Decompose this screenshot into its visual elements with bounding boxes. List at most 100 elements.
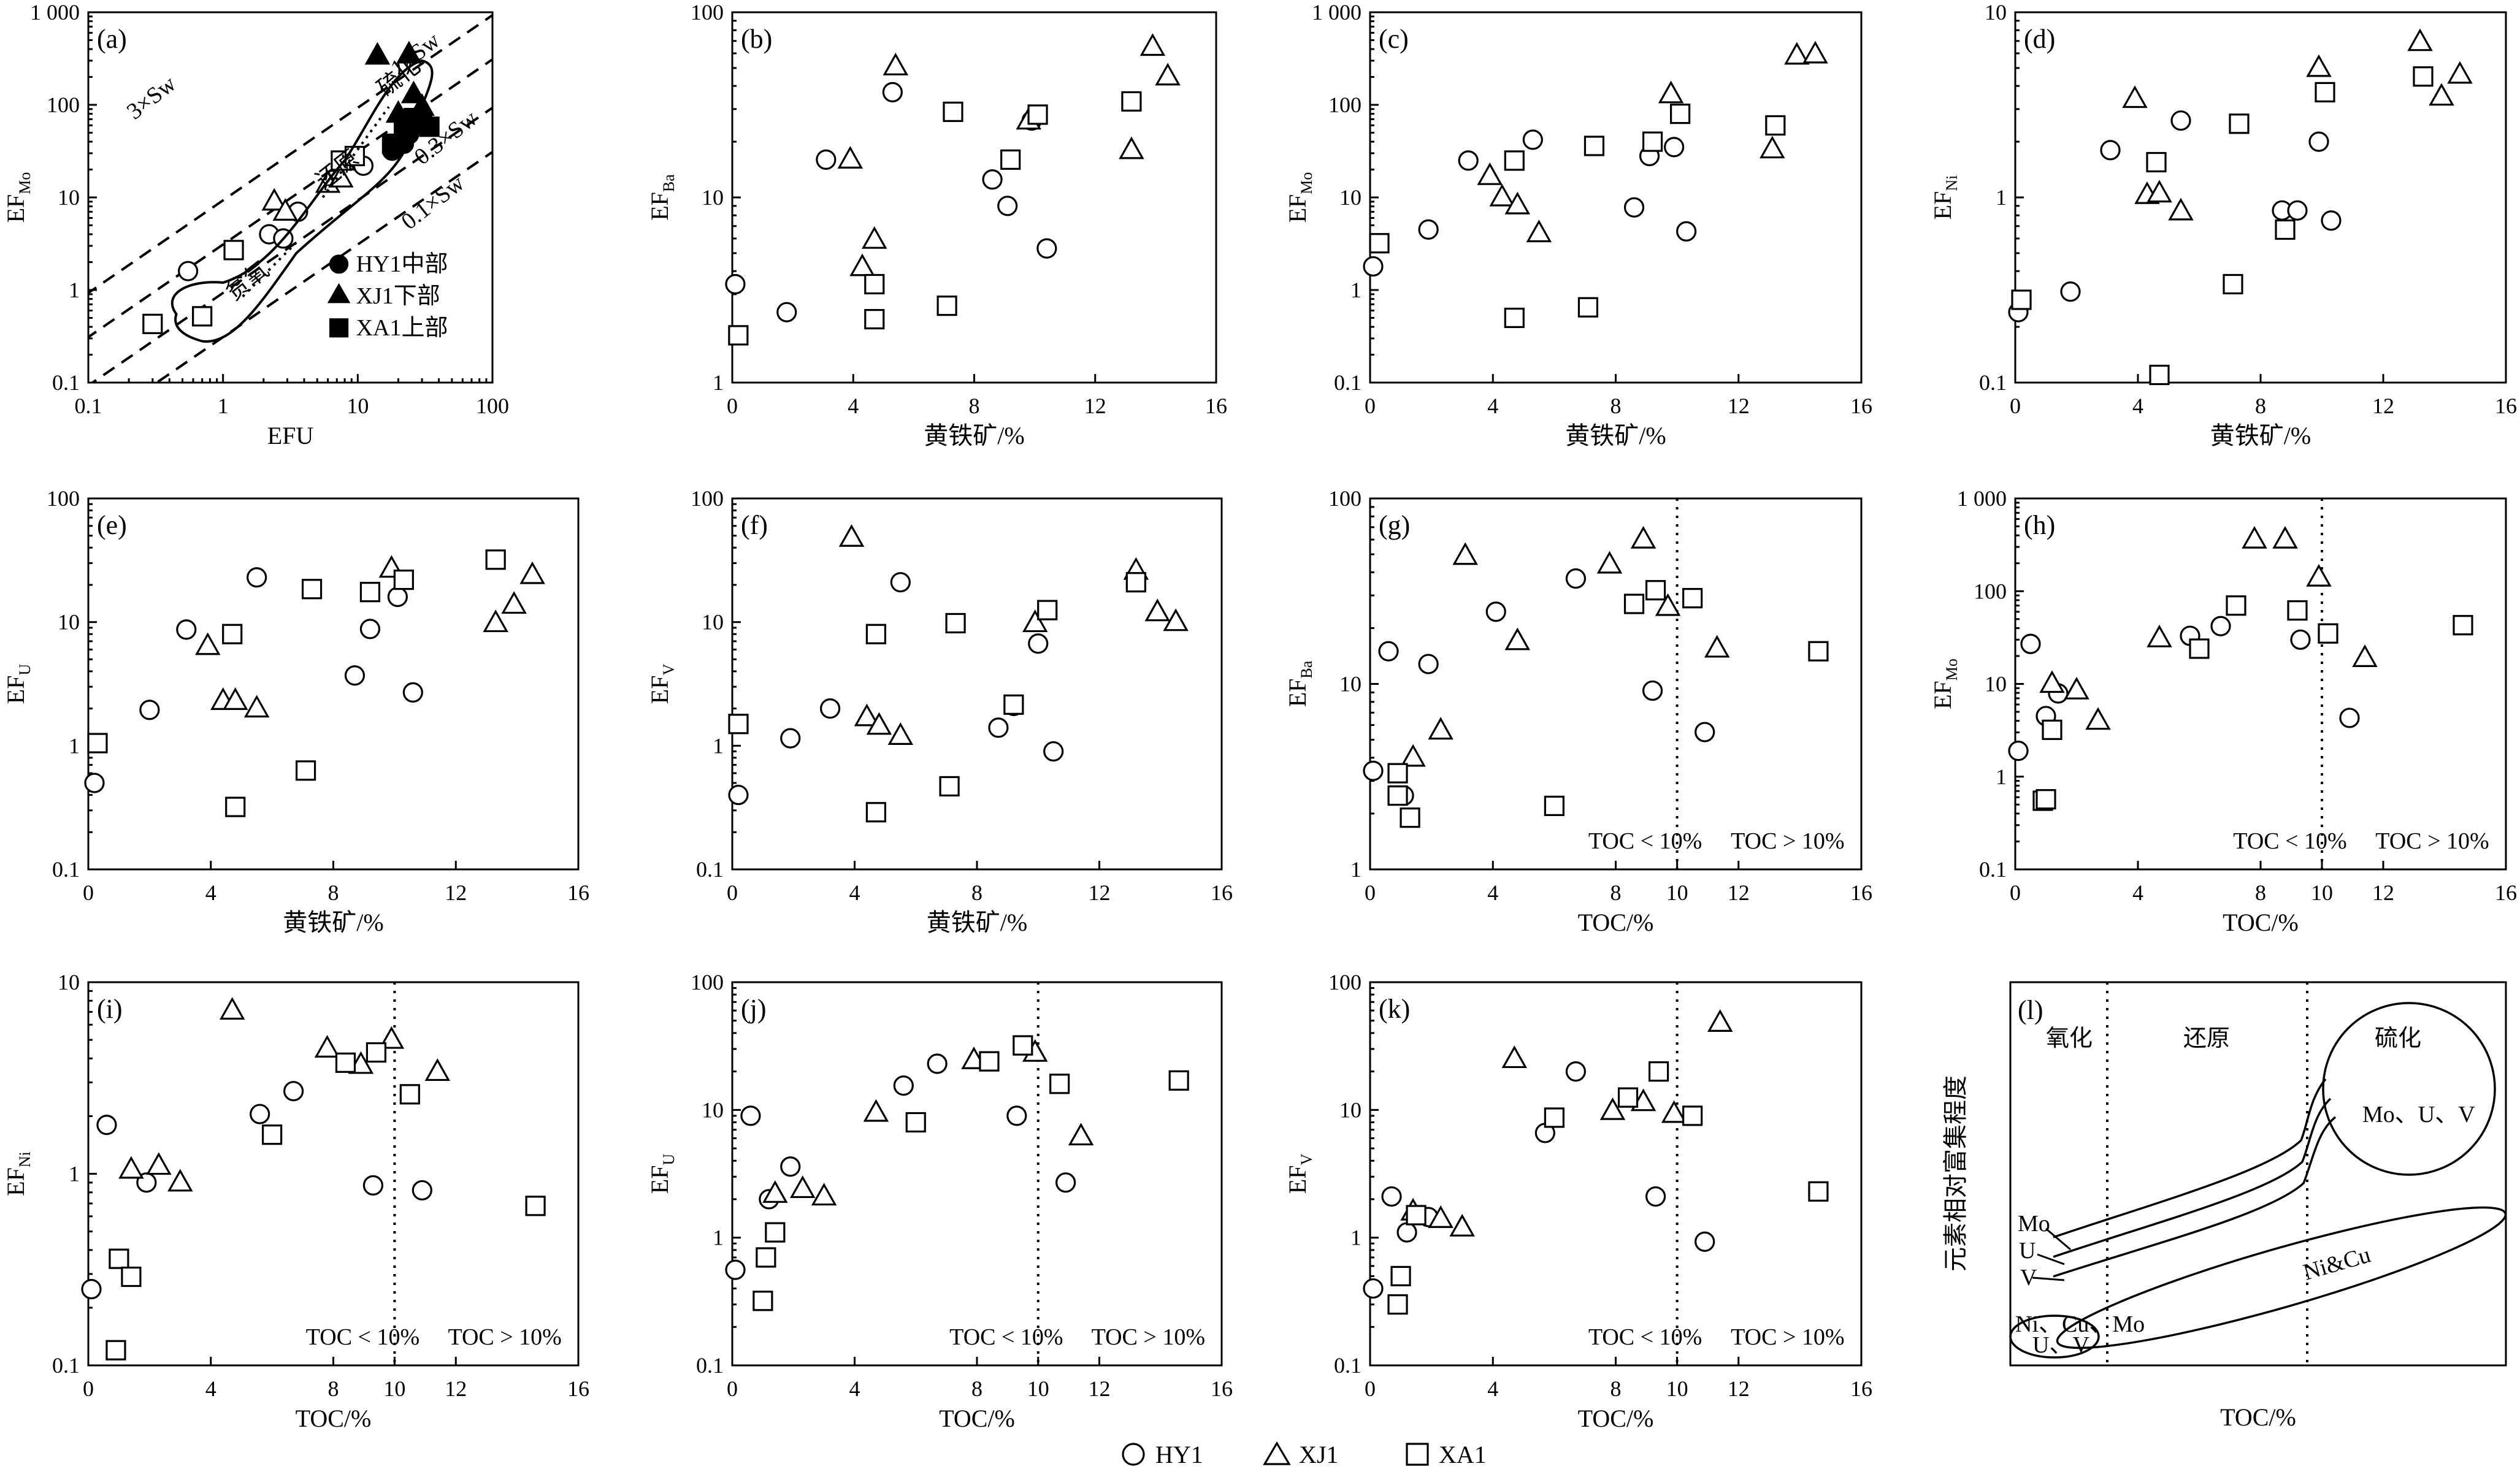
panel-i-XA1-point [105,1340,126,1360]
panel-c-ytick-label: 100 [1328,93,1361,117]
panel-g-series-XJ1 [1400,525,1730,767]
panel-i-xtick-label: 12 [445,1376,467,1401]
panel-b-ytick-label: 100 [691,0,724,25]
panel-h-XJ1-point [2085,707,2111,730]
panel-d-XA1-point [2275,219,2296,240]
panel-a-ytick-label: 100 [47,93,80,117]
panel-d-xtick-label: 0 [2010,394,2021,418]
panel-d-series-HY1 [2008,110,2342,322]
panel-f-xtick-label: 8 [971,880,982,905]
panel-j-XA1-point [1049,1074,1070,1094]
panel-j-XA1-point [765,1222,786,1243]
panel-e-XJ1-point [483,609,508,633]
panel-g-xtick-label: 4 [1487,880,1498,905]
panel-g-XJ1-point [1655,593,1681,616]
panel-g-XA1-point [1623,593,1645,614]
panel-b-HY1-point [776,302,797,322]
panel-g-ytick-label: 10 [1339,672,1361,696]
panel-j-xtick-label: 0 [727,1376,738,1401]
zone-oxic-label: 氧化 [2046,1026,2093,1051]
panel-b-xtick-label: 4 [848,394,859,418]
panel-g-xtick-label: 0 [1365,880,1376,905]
panel-g-zone-high: TOC > 10% [1731,828,1844,854]
panel-g-xtick-label: 10 [1666,880,1688,905]
panel-h-xtick-label: 0 [2010,880,2021,905]
panel-a-xtick-label: 100 [476,394,509,418]
panel-d-HY1-point [2170,110,2191,131]
panel-a-ytick-label: 0.1 [52,370,80,395]
panel-c-XA1-point [1504,307,1525,329]
panel-g-XA1-point [1682,588,1703,609]
panel-d-XA1-point [2149,364,2170,386]
legend-xa1-marker [1406,1443,1429,1466]
panel-e-ylabel-sub: U [16,664,34,676]
panel-j-ytick-label: 10 [702,1097,724,1122]
panel-e-xtick-label: 8 [328,880,339,905]
panel-f-HY1-point [728,784,749,806]
panel-h-xtick-label: 16 [2495,880,2517,905]
panel-d-series-XA1 [2011,66,2434,386]
v-leader-line [2032,1276,2065,1281]
panel-g-HY1-point [1642,680,1663,701]
panel-d-XA1-point [2146,151,2167,173]
panel-e-xlabel: 黄铁矿/% [283,909,383,936]
panel-e-ytick-label: 100 [47,486,80,511]
legend-xj1-label: XJ1 [1299,1441,1338,1468]
panel-i-XJ1-point [219,997,245,1020]
panel-i-HY1-point [96,1115,117,1135]
panel-d-XJ1-point [2168,197,2194,221]
panel-i-zone-low: TOC < 10% [306,1324,419,1350]
panel-h-XA1-point [2042,719,2062,740]
panel-k-HY1-point [1396,1222,1417,1243]
panel-b-series-XA1 [728,91,1142,346]
panel-h-XA1-point [2453,615,2473,636]
panel-f-series-XJ1 [838,524,1189,745]
panel-c-XA1-point [1584,135,1605,156]
panel-g-xtick-label: 12 [1728,880,1750,905]
panel-g-ytick-label: 100 [1328,486,1361,511]
panel-l-label: (l) [2018,995,2043,1025]
panel-a-XJ1下部-point [400,80,427,104]
panel-f-ytick-label: 1 [713,733,724,758]
panel-a-XJ1-point [261,188,287,211]
panel-k-XJ1-point [1501,1045,1528,1069]
panel-d-XJ1-point [2447,61,2473,84]
panel-i-xtick-label: 10 [383,1376,405,1401]
panel-b-XA1-point [943,101,963,122]
panel-f-ytick-label: 0.1 [696,857,724,882]
panel-h-XJ1-point [2147,624,2172,647]
panel-d-xtick-label: 8 [2255,394,2266,418]
panel-b-ylabel-sub: Ba [660,174,678,192]
panel-j-xtick-label: 10 [1027,1376,1049,1401]
sulfidic-enrichment-circle [2322,1002,2496,1176]
reduction-field-outline [170,59,434,343]
panel-k-HY1-point [1363,1278,1384,1299]
panel-d-xlabel: 黄铁矿/% [2210,422,2311,449]
panel-g-XJ1-point [1400,744,1426,767]
panel-k-zone-high: TOC > 10% [1731,1324,1844,1350]
panel-i-XJ1-point [314,1035,340,1058]
panel-k: 0.1 1 10 100 0 4 8 10 12 16 TOC/% EFV (k) TOC < 10% TO… [1284,970,1872,1432]
panel-j-XJ1-point [863,1099,889,1122]
panel-b-XA1-point [864,273,885,295]
panel-d-XA1-point [2223,273,2243,295]
panel-e-XA1-point [393,570,414,590]
panel-d-ytick-label: 10 [1985,0,2007,25]
panel-i-XA1-point [335,1052,356,1073]
panel-b-XJ1-point [1155,63,1181,86]
panel-h-ylabel: EFMo [1929,658,1961,709]
panel-k-ytick-label: 100 [1328,970,1361,994]
panel-d-ylabel-sub: Ni [1943,175,1961,191]
panel-g-XJ1-point [1630,525,1656,549]
panel-k-HY1-point [1381,1186,1402,1207]
panel-i-XJ1-point [424,1058,451,1082]
panel-k-HY1-point [1695,1231,1715,1252]
panel-d-HY1-point [2060,281,2081,302]
v-enrichment-curve [2053,1116,2337,1278]
panel-c-XJ1-point [1658,80,1684,104]
panel-g-xtick-label: 16 [1850,880,1872,905]
panel-j-ytick-label: 1 [713,1226,724,1250]
panel-c-XA1-point [1577,297,1599,318]
